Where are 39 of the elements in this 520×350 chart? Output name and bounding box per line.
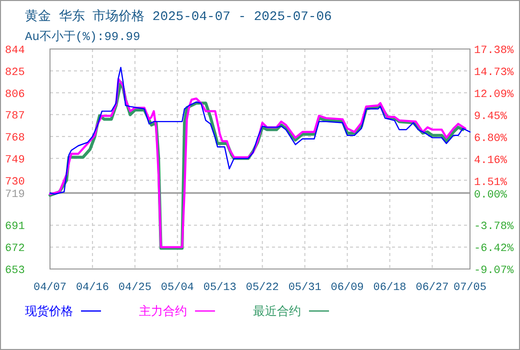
- x-tick-label: 05/13: [203, 282, 236, 294]
- y-tick-label: 691: [5, 221, 26, 234]
- x-tick-label: 06/18: [373, 282, 406, 294]
- y2-tick-label: -6.42%: [474, 242, 514, 255]
- y-tick-label: 730: [5, 176, 25, 188]
- y2-tick-label: 12.09%: [474, 89, 514, 101]
- y-tick-label: 806: [5, 88, 25, 101]
- legend-label: 主力合约: [139, 304, 187, 318]
- y2-tick-label: 6.80%: [474, 133, 508, 145]
- y-tick-label: 768: [5, 132, 25, 145]
- x-tick-label: 04/25: [118, 282, 152, 294]
- y-tick-label: 749: [5, 154, 25, 166]
- y2-tick-label: 0.00%: [474, 190, 508, 202]
- x-tick-label: 06/27: [416, 282, 449, 294]
- y2-tick-label: -3.78%: [474, 221, 514, 233]
- y-tick-label: 653: [5, 265, 25, 277]
- x-tick-label: 04/16: [76, 282, 109, 294]
- y-tick-label: 825: [5, 66, 25, 79]
- x-tick-label: 05/22: [246, 282, 279, 294]
- x-tick-label: 06/09: [330, 282, 364, 294]
- chart-subtitle: Au不小于(%):99.99: [25, 30, 140, 44]
- y-tick-label: 672: [5, 243, 25, 256]
- x-tick-label: 04/07: [33, 282, 67, 294]
- legend-label: 最近合约: [253, 304, 301, 318]
- y-tick-label: 787: [5, 110, 25, 123]
- chart-title: 黄金 华东 市场价格 2025-04-07 - 2025-07-06: [25, 9, 332, 24]
- x-tick-label: 05/04: [160, 282, 194, 294]
- line-series: [49, 66, 471, 195]
- y-tick-label: 844: [5, 45, 26, 57]
- y2-tick-label: 17.38%: [474, 45, 514, 57]
- y2-tick-label: 14.73%: [474, 67, 514, 80]
- y-tick-label: 719: [5, 188, 25, 201]
- x-tick-label: 05/31: [288, 282, 322, 294]
- y2-tick-label: 9.45%: [474, 110, 508, 123]
- y2-tick-label: -9.07%: [474, 265, 514, 277]
- legend-label: 现货价格: [25, 304, 73, 318]
- x-tick-label: 07/05: [453, 282, 487, 294]
- y2-tick-label: 1.51%: [474, 177, 508, 189]
- y2-tick-label: 4.16%: [474, 154, 508, 167]
